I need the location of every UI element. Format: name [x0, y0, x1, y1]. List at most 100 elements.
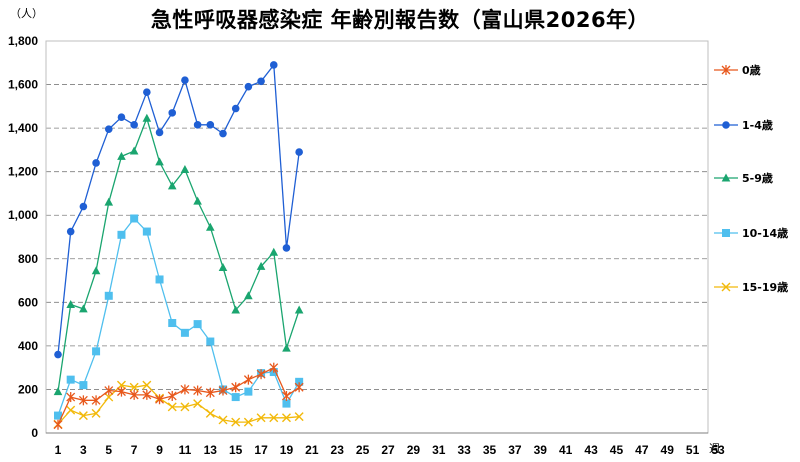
data-point	[193, 385, 203, 396]
data-point	[129, 146, 139, 155]
data-point	[218, 262, 228, 271]
y-tick-label: 200	[18, 382, 38, 396]
x-tick-label: 47	[635, 443, 649, 457]
x-tick-label: 37	[508, 443, 522, 457]
x-tick-label: 7	[131, 443, 138, 457]
x-tick-label: 39	[534, 443, 548, 457]
data-point	[167, 402, 177, 412]
data-point	[205, 408, 215, 418]
data-point	[193, 196, 202, 205]
data-point	[231, 305, 240, 314]
x-tick-label: 33	[457, 443, 471, 457]
data-point	[244, 82, 253, 91]
data-point	[155, 157, 164, 166]
data-point	[295, 148, 303, 156]
legend-marker	[722, 229, 730, 237]
data-point	[193, 320, 202, 329]
data-point	[117, 230, 126, 239]
data-point	[281, 413, 291, 423]
y-tick-label: 800	[18, 252, 38, 266]
data-point	[269, 362, 279, 373]
series-0歳	[53, 362, 304, 430]
data-point	[295, 377, 304, 386]
legend-label: 10-14歳	[742, 226, 788, 240]
data-point	[66, 405, 76, 415]
legend-marker	[722, 121, 730, 129]
legend: 0歳 1-4歳 5-9歳 10-14歳 15-19歳	[714, 63, 788, 294]
x-tick-label: 27	[381, 443, 395, 457]
x-tick-label: 25	[356, 443, 370, 457]
legend-marker	[721, 173, 731, 182]
data-point	[181, 76, 189, 84]
x-tick-label: 21	[305, 443, 319, 457]
legend-label: 1-4歳	[742, 118, 773, 132]
data-point	[117, 151, 126, 160]
data-point	[205, 387, 215, 398]
data-point	[54, 350, 62, 359]
data-point	[282, 244, 291, 252]
data-point	[79, 304, 88, 313]
x-tick-label: 45	[610, 443, 624, 457]
y-tick-label: 1,600	[8, 78, 38, 92]
x-tick-label: 51	[686, 443, 700, 457]
data-point	[53, 419, 63, 430]
x-tick-label: 5	[105, 443, 112, 457]
data-point	[104, 291, 113, 300]
y-axis-unit: （人）	[10, 7, 43, 20]
data-point	[129, 389, 139, 400]
data-point	[168, 109, 177, 117]
data-point	[218, 385, 228, 396]
data-point	[256, 369, 266, 380]
data-point	[256, 261, 266, 270]
data-point	[206, 337, 215, 346]
x-tick-label: 31	[432, 443, 446, 457]
data-point	[116, 380, 126, 390]
legend-entry: 10-14歳	[714, 226, 788, 240]
x-tick-label: 15	[229, 443, 243, 457]
data-point	[54, 411, 62, 420]
y-tick-label: 1,400	[8, 121, 38, 135]
data-point	[104, 197, 114, 206]
data-point	[269, 61, 278, 69]
y-tick-label: 1,200	[8, 165, 38, 179]
x-tick-label: 1	[55, 443, 62, 457]
data-point	[155, 275, 164, 284]
data-point	[167, 181, 177, 190]
series-5-9歳	[53, 113, 304, 396]
data-point	[79, 381, 88, 390]
data-point	[117, 113, 126, 122]
data-point	[206, 222, 215, 231]
x-tick-label: 9	[156, 443, 163, 457]
data-point	[142, 227, 151, 236]
data-point	[269, 413, 279, 423]
data-point	[180, 164, 190, 173]
series-line	[57, 116, 300, 392]
data-point	[206, 121, 215, 129]
data-point	[231, 393, 240, 402]
data-point	[79, 202, 88, 211]
x-tick-label: 19	[280, 443, 294, 457]
x-tick-label: 23	[331, 443, 345, 457]
data-point	[243, 417, 253, 427]
x-tick-label: 11	[179, 443, 192, 457]
data-point	[92, 159, 100, 167]
data-point	[294, 305, 304, 314]
legend-marker	[721, 65, 731, 75]
data-point	[231, 104, 240, 113]
data-point	[155, 128, 164, 137]
series-15-19歳	[53, 380, 304, 429]
data-point	[155, 394, 164, 405]
data-point	[282, 399, 291, 408]
x-tick-label: 17	[254, 443, 268, 457]
data-point	[193, 399, 203, 409]
x-tick-label: 49	[661, 443, 675, 457]
x-tick-label: 41	[559, 443, 573, 457]
x-tick-label: 29	[407, 443, 421, 457]
data-point	[142, 113, 152, 122]
data-point	[66, 375, 75, 384]
data-point	[231, 382, 241, 393]
data-point	[78, 411, 88, 421]
data-point	[91, 266, 101, 275]
